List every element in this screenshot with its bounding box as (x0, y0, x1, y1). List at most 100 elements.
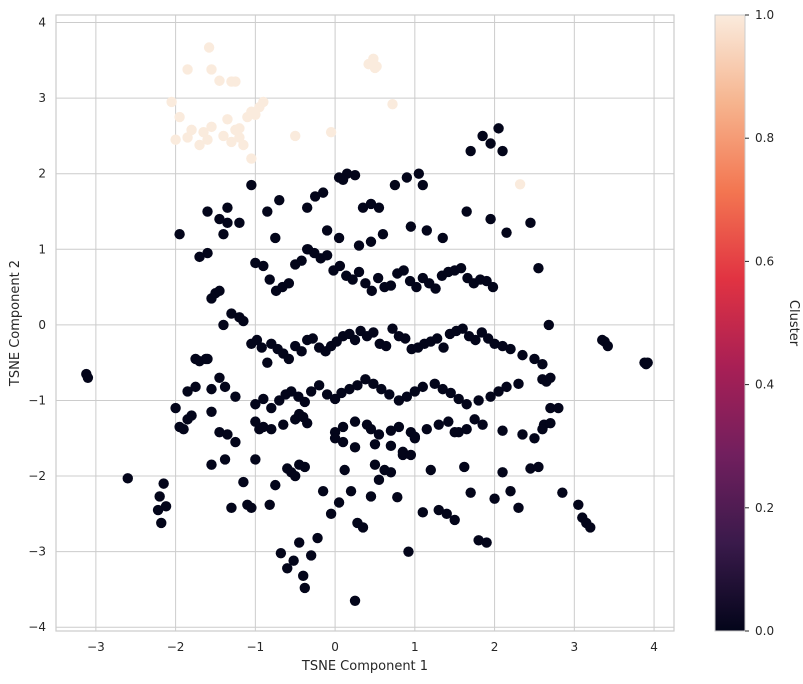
point-cluster-0 (517, 429, 528, 440)
point-cluster-0 (368, 378, 379, 390)
point-cluster-0 (430, 283, 441, 294)
point-cluster-0 (373, 429, 385, 440)
y-tick-label: −3 (28, 545, 46, 559)
point-cluster-0 (226, 308, 237, 319)
point-cluster-0 (219, 381, 231, 393)
point-cluster-1 (182, 132, 193, 143)
point-cluster-0 (334, 260, 346, 272)
colorbar-gradient (714, 14, 746, 632)
point-cluster-0 (642, 357, 653, 368)
point-cluster-0 (457, 323, 468, 334)
point-cluster-0 (398, 265, 409, 276)
x-tick-label: 0 (331, 640, 339, 654)
y-tick-label: 2 (38, 167, 46, 181)
point-cluster-0 (437, 383, 448, 395)
point-cluster-0 (296, 255, 307, 266)
point-cluster-0 (497, 425, 508, 436)
y-tick-label: −4 (28, 620, 46, 634)
point-cluster-0 (517, 349, 528, 361)
point-cluster-0 (431, 333, 443, 344)
y-tick-labels: −4 −3 −2 −1 0 1 2 3 4 (28, 16, 46, 635)
point-cluster-0 (409, 431, 421, 442)
point-cluster-0 (365, 198, 377, 210)
point-cluster-0 (230, 391, 241, 402)
point-cluster-0 (585, 522, 596, 533)
point-cluster-1 (174, 111, 185, 123)
point-cluster-0 (533, 461, 544, 473)
x-tick-label: 1 (411, 640, 419, 654)
point-cluster-0 (437, 232, 448, 244)
point-cluster-0 (274, 194, 285, 206)
point-cluster-0 (497, 340, 508, 352)
colorbar-tick-label: 0.6 (755, 254, 774, 268)
point-cluster-0 (387, 323, 398, 334)
plot-frame (55, 14, 675, 632)
point-cluster-0 (278, 419, 289, 430)
point-cluster-0 (333, 232, 345, 244)
point-cluster-0 (405, 221, 417, 232)
point-cluster-0 (433, 419, 444, 430)
point-cluster-0 (190, 381, 201, 393)
point-cluster-0 (525, 217, 536, 229)
point-cluster-0 (262, 206, 273, 217)
point-cluster-0 (258, 260, 269, 272)
x-tick-label: −3 (87, 640, 105, 654)
point-cluster-0 (497, 467, 508, 478)
colorbar-tick-label: 0.2 (755, 501, 774, 515)
point-cluster-0 (372, 272, 384, 284)
point-cluster-0 (301, 244, 313, 255)
point-cluster-0 (266, 402, 277, 414)
point-cluster-0 (152, 504, 164, 516)
point-cluster-0 (477, 130, 488, 142)
point-cluster-0 (321, 389, 333, 400)
point-cluster-0 (250, 399, 261, 410)
point-cluster-0 (397, 446, 409, 458)
point-cluster-0 (246, 502, 257, 513)
point-cluster-0 (433, 504, 444, 516)
point-cluster-0 (493, 386, 504, 397)
point-cluster-0 (477, 419, 488, 430)
point-cluster-0 (545, 372, 556, 383)
point-cluster-0 (301, 202, 313, 213)
point-cluster-0 (377, 228, 389, 240)
point-cluster-0 (461, 206, 472, 217)
colorbar-tick-label: 0.8 (755, 131, 774, 145)
y-tick-label: 4 (38, 16, 46, 30)
point-cluster-1 (166, 96, 177, 108)
point-cluster-0 (385, 467, 397, 478)
x-tick-label: 2 (491, 640, 499, 654)
point-cluster-0 (469, 414, 480, 425)
point-cluster-0 (455, 263, 467, 274)
point-cluster-0 (182, 386, 193, 397)
point-cluster-0 (258, 393, 269, 405)
point-cluster-0 (218, 319, 229, 331)
point-cluster-0 (154, 491, 165, 502)
point-cluster-0 (344, 383, 355, 395)
point-cluster-0 (385, 425, 397, 436)
point-cluster-1 (387, 98, 398, 110)
point-cluster-0 (307, 333, 318, 344)
y-tick-label: −1 (28, 393, 46, 407)
point-cluster-0 (206, 459, 217, 470)
point-cluster-0 (158, 478, 169, 489)
point-cluster-0 (214, 372, 225, 383)
point-cluster-0 (481, 537, 492, 548)
point-cluster-0 (537, 358, 548, 370)
point-cluster-0 (529, 353, 540, 365)
point-cluster-0 (312, 532, 323, 544)
point-cluster-0 (473, 535, 484, 546)
point-cluster-0 (222, 202, 233, 213)
y-tick-label: −2 (28, 469, 46, 483)
point-cluster-1 (258, 96, 269, 108)
point-cluster-0 (384, 389, 395, 400)
point-cluster-1 (206, 64, 217, 75)
plot-area (55, 14, 675, 632)
point-cluster-0 (505, 343, 516, 355)
point-cluster-0 (275, 547, 287, 559)
point-cluster-0 (449, 427, 460, 438)
point-cluster-0 (392, 492, 403, 503)
point-cluster-0 (238, 315, 249, 327)
point-cluster-0 (429, 378, 440, 390)
point-cluster-0 (325, 508, 337, 520)
